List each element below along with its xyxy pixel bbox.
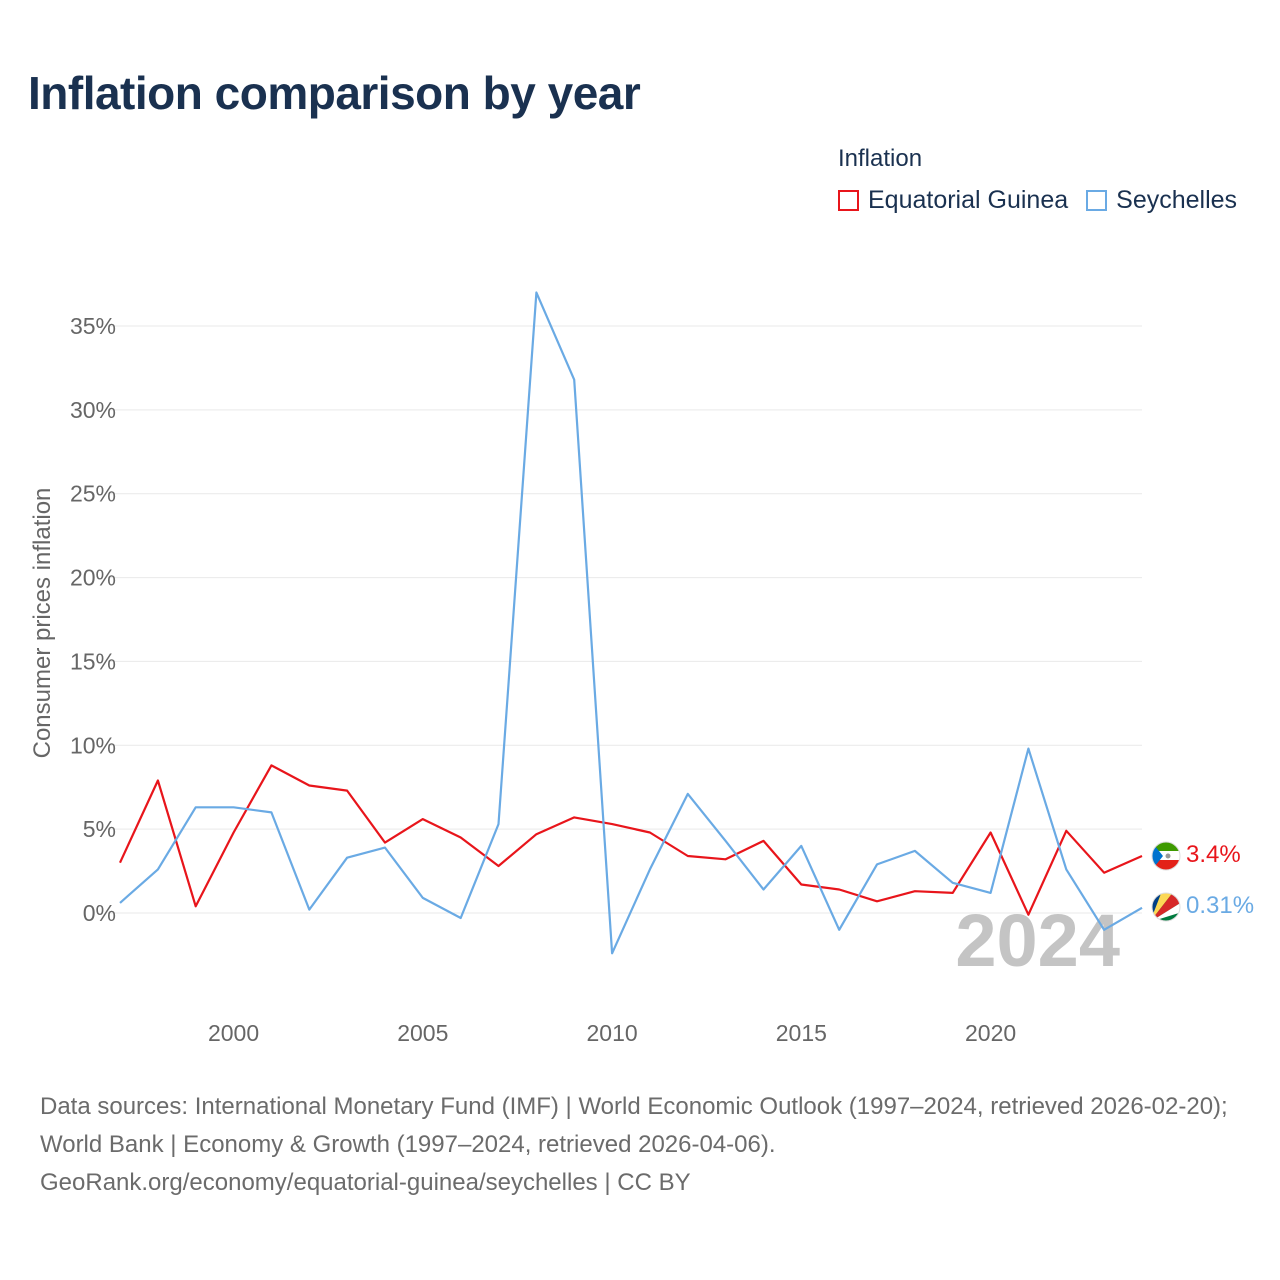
x-tick-label: 2005 <box>397 1020 448 1046</box>
y-tick-label: 35% <box>70 313 116 339</box>
y-tick-label: 20% <box>70 565 116 591</box>
flag-seychelles-icon <box>1151 892 1181 922</box>
y-tick-label: 15% <box>70 648 116 674</box>
legend-label-equatorial-guinea: Equatorial Guinea <box>868 186 1069 214</box>
legend-swatch-seychelles <box>1086 190 1108 211</box>
end-label-equatorial-guinea: 3.4% <box>1186 841 1241 868</box>
attribution: GeoRank.org/economy/equatorial-guinea/se… <box>40 1169 691 1196</box>
series-line-seychelles <box>119 291 1143 955</box>
data-sources: Data sources: International Monetary Fun… <box>40 1093 1228 1158</box>
x-axis-ticks: 2000 2005 2010 2015 2020 <box>208 1020 1016 1046</box>
y-axis-ticks: 0% 5% 10% 15% 20% 25% 30% 35% <box>70 313 116 926</box>
series-lines <box>119 291 1143 955</box>
footer: Data sources: International Monetary Fun… <box>40 1088 1250 1202</box>
legend-label-seychelles: Seychelles <box>1116 186 1238 214</box>
y-tick-label: 30% <box>70 397 116 423</box>
flag-equatorial-guinea-icon <box>1151 841 1181 871</box>
series-line-equatorial-guinea <box>119 764 1143 916</box>
y-tick-label: 10% <box>70 732 116 758</box>
chart-title: Inflation comparison by year <box>28 67 641 119</box>
legend-item-seychelles[interactable]: Seychelles <box>1086 186 1237 215</box>
legend: Equatorial Guinea Seychelles <box>838 186 1255 215</box>
y-tick-label: 5% <box>83 816 116 842</box>
x-tick-label: 2020 <box>965 1020 1016 1046</box>
legend-item-equatorial-guinea[interactable]: Equatorial Guinea <box>838 186 1068 215</box>
y-tick-label: 25% <box>70 481 116 507</box>
year-watermark: 2024 <box>955 899 1120 982</box>
x-tick-label: 2015 <box>776 1020 827 1046</box>
y-tick-label: 0% <box>83 900 116 926</box>
legend-title: Inflation <box>838 145 923 172</box>
grid-lines <box>108 325 1142 914</box>
x-tick-label: 2010 <box>586 1020 637 1046</box>
end-labels: 3.4% 0.31% <box>1186 841 1254 919</box>
end-label-seychelles: 0.31% <box>1186 892 1254 919</box>
legend-swatch-equatorial-guinea <box>838 190 859 211</box>
y-axis-label: Consumer prices inflation <box>29 488 56 759</box>
x-tick-label: 2000 <box>208 1020 259 1046</box>
